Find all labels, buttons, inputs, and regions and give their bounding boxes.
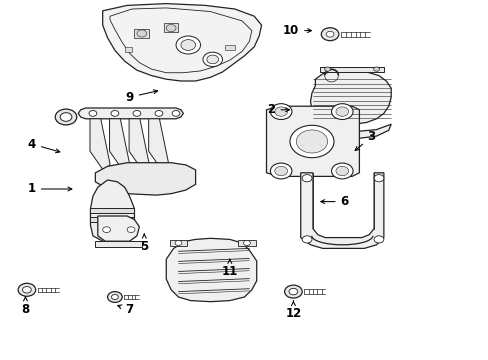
- Polygon shape: [90, 119, 115, 185]
- Text: 4: 4: [28, 138, 60, 153]
- Text: 6: 6: [320, 195, 348, 208]
- Polygon shape: [134, 29, 149, 38]
- Circle shape: [284, 285, 302, 298]
- Circle shape: [176, 36, 200, 54]
- Text: 1: 1: [28, 183, 72, 195]
- Circle shape: [289, 125, 333, 158]
- Polygon shape: [300, 173, 383, 248]
- Circle shape: [321, 28, 338, 41]
- Polygon shape: [102, 4, 261, 81]
- Polygon shape: [109, 119, 134, 185]
- Circle shape: [243, 240, 250, 246]
- Circle shape: [206, 55, 218, 64]
- Circle shape: [22, 287, 31, 293]
- Polygon shape: [90, 180, 134, 242]
- Circle shape: [172, 111, 180, 116]
- Text: 7: 7: [118, 303, 133, 316]
- Polygon shape: [110, 8, 251, 73]
- Text: 3: 3: [354, 130, 375, 150]
- Polygon shape: [310, 70, 390, 124]
- Circle shape: [181, 40, 195, 50]
- Circle shape: [324, 67, 330, 71]
- Circle shape: [175, 240, 182, 246]
- Circle shape: [296, 130, 327, 153]
- Polygon shape: [320, 124, 390, 139]
- Circle shape: [331, 104, 352, 120]
- Circle shape: [270, 104, 291, 120]
- Circle shape: [60, 113, 72, 121]
- Circle shape: [107, 292, 122, 302]
- Polygon shape: [98, 216, 139, 241]
- Circle shape: [373, 175, 383, 182]
- Polygon shape: [148, 119, 173, 185]
- Polygon shape: [320, 67, 383, 72]
- Circle shape: [18, 283, 36, 296]
- Text: 2: 2: [267, 103, 289, 116]
- Text: 5: 5: [140, 234, 148, 253]
- Polygon shape: [266, 106, 359, 176]
- Text: 8: 8: [21, 297, 29, 316]
- Polygon shape: [90, 217, 134, 222]
- Polygon shape: [166, 238, 256, 302]
- Circle shape: [102, 227, 110, 233]
- Polygon shape: [78, 108, 183, 119]
- Text: 11: 11: [221, 259, 238, 278]
- Circle shape: [335, 107, 348, 116]
- Text: 10: 10: [282, 24, 311, 37]
- Polygon shape: [224, 45, 234, 50]
- Circle shape: [55, 109, 77, 125]
- Circle shape: [203, 52, 222, 67]
- Polygon shape: [238, 240, 255, 246]
- Circle shape: [331, 163, 352, 179]
- Polygon shape: [90, 208, 134, 213]
- Text: 12: 12: [285, 301, 301, 320]
- Circle shape: [111, 111, 119, 116]
- Polygon shape: [124, 47, 132, 52]
- Circle shape: [373, 67, 379, 71]
- Circle shape: [270, 163, 291, 179]
- Circle shape: [274, 107, 287, 116]
- Polygon shape: [129, 119, 154, 185]
- Circle shape: [373, 236, 383, 243]
- Polygon shape: [169, 240, 187, 246]
- Polygon shape: [163, 23, 178, 32]
- Circle shape: [288, 288, 297, 295]
- Circle shape: [302, 236, 311, 243]
- Polygon shape: [95, 241, 142, 247]
- Circle shape: [274, 166, 287, 176]
- Circle shape: [325, 31, 333, 37]
- Circle shape: [133, 111, 141, 116]
- Polygon shape: [95, 163, 195, 195]
- Circle shape: [335, 166, 348, 176]
- Text: 9: 9: [125, 90, 157, 104]
- Circle shape: [166, 24, 176, 32]
- Circle shape: [127, 227, 135, 233]
- Circle shape: [155, 111, 163, 116]
- Circle shape: [89, 111, 97, 116]
- Circle shape: [302, 175, 311, 182]
- Circle shape: [111, 294, 118, 300]
- Circle shape: [137, 30, 146, 37]
